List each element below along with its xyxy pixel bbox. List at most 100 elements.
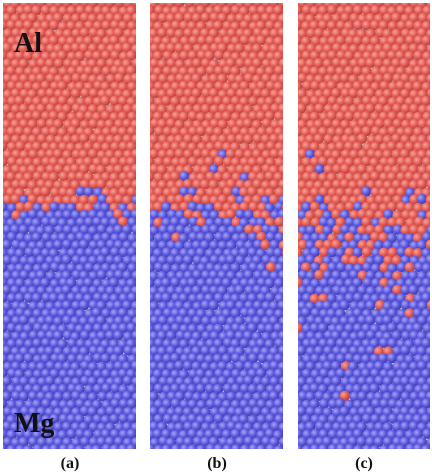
al-atom xyxy=(222,35,233,46)
al-atom xyxy=(150,29,152,36)
al-atom xyxy=(209,12,220,23)
mg-atom xyxy=(416,239,428,251)
mg-atom xyxy=(425,254,430,265)
al-atom xyxy=(416,178,428,190)
mg-atom xyxy=(301,444,312,449)
al-atom xyxy=(425,163,430,175)
mg-atom xyxy=(281,355,283,363)
mg-atom xyxy=(235,224,246,235)
mg-atom xyxy=(130,254,136,266)
mg-atom xyxy=(79,299,90,311)
al-atom xyxy=(113,27,124,38)
al-atom xyxy=(162,65,173,77)
al-atom xyxy=(126,65,136,76)
al-atom xyxy=(150,167,151,172)
mg-atom xyxy=(278,436,283,448)
al-atom xyxy=(265,80,277,91)
mg-atom xyxy=(3,398,8,409)
al-atom xyxy=(298,239,309,250)
mg-atom xyxy=(365,314,376,326)
al-atom xyxy=(298,13,308,24)
mg-atom xyxy=(413,398,424,410)
al-atom xyxy=(175,88,186,99)
al-atom xyxy=(88,118,99,129)
al-atom xyxy=(204,156,215,167)
al-atom xyxy=(36,118,48,129)
atom-panel xyxy=(298,3,430,449)
al-atom xyxy=(32,186,44,198)
mg-atom xyxy=(113,360,125,372)
mg-atom xyxy=(282,403,283,407)
al-atom xyxy=(391,149,402,160)
al-atom xyxy=(3,134,13,145)
al-atom xyxy=(208,87,220,99)
mg-atom xyxy=(44,375,56,387)
al-atom xyxy=(130,72,136,84)
al-atom xyxy=(122,118,133,129)
al-atom xyxy=(171,110,182,122)
mg-atom xyxy=(3,244,4,248)
mg-atom xyxy=(247,232,259,243)
mg-atom xyxy=(319,368,330,379)
mg-atom xyxy=(66,413,78,425)
mg-atom xyxy=(134,234,136,241)
al-atom xyxy=(348,87,359,99)
mg-atom xyxy=(75,338,87,349)
mg-atom xyxy=(80,360,91,371)
mg-atom xyxy=(357,345,368,356)
mg-atom xyxy=(269,360,280,371)
mg-atom xyxy=(239,338,250,349)
al-atom xyxy=(214,140,225,152)
al-atom xyxy=(404,247,415,258)
mg-atom xyxy=(166,330,177,341)
mg-atom xyxy=(298,444,304,449)
mg-atom xyxy=(109,444,121,449)
al-atom xyxy=(387,171,398,183)
al-atom xyxy=(379,262,390,273)
mg-atom xyxy=(379,398,390,409)
mg-atom xyxy=(135,265,136,270)
mg-atom xyxy=(405,443,416,449)
mg-atom xyxy=(265,443,277,449)
mg-atom xyxy=(150,315,161,326)
al-atom xyxy=(231,125,242,137)
al-atom xyxy=(28,43,39,54)
al-atom xyxy=(239,20,251,31)
al-atom xyxy=(409,103,420,114)
mg-atom xyxy=(422,428,430,439)
mg-atom xyxy=(261,224,272,235)
al-atom xyxy=(84,110,95,122)
al-atom xyxy=(391,179,403,190)
mg-atom xyxy=(18,224,29,235)
mg-atom xyxy=(80,436,91,447)
mg-atom xyxy=(14,353,25,364)
al-atom xyxy=(298,277,304,288)
al-atom xyxy=(370,4,381,16)
mg-atom xyxy=(92,216,103,227)
mg-atom xyxy=(319,398,330,409)
mg-atom xyxy=(298,273,299,277)
mg-atom xyxy=(3,368,8,379)
al-atom xyxy=(412,81,423,92)
al-atom xyxy=(11,164,22,175)
mg-atom xyxy=(226,391,237,402)
al-atom xyxy=(201,87,212,99)
mg-atom xyxy=(113,330,124,341)
al-atom xyxy=(400,179,411,190)
mg-atom xyxy=(282,386,283,391)
mg-atom xyxy=(192,269,203,280)
al-atom xyxy=(183,193,194,205)
mg-atom xyxy=(71,300,82,311)
al-atom xyxy=(150,107,151,113)
al-atom xyxy=(298,152,299,156)
al-atom xyxy=(122,195,133,206)
mg-atom xyxy=(264,339,275,350)
al-atom xyxy=(96,119,108,130)
al-atom xyxy=(57,50,68,61)
al-atom xyxy=(318,172,329,183)
al-atom xyxy=(399,57,410,69)
mg-atom xyxy=(166,254,177,266)
mg-atom xyxy=(217,345,229,356)
mg-atom xyxy=(335,338,347,349)
mg-atom xyxy=(175,330,187,341)
